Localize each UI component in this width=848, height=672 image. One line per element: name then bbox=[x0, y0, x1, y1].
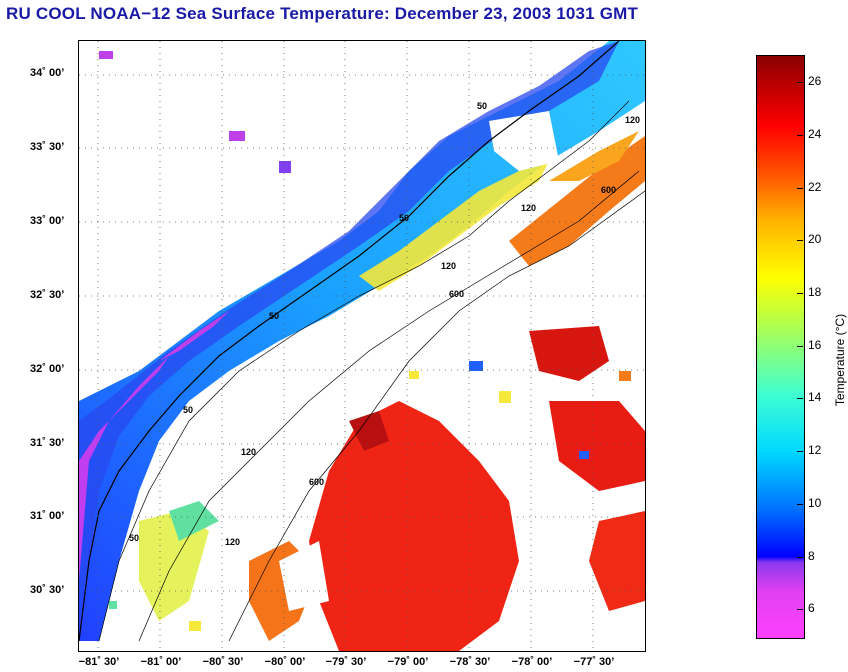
contour-600 bbox=[228, 190, 645, 642]
lon-label: −79˚ 30’ bbox=[325, 656, 367, 668]
lon-label: −78˚ 30’ bbox=[449, 656, 491, 668]
colorbar-tick: 8 bbox=[808, 549, 815, 563]
contour-label: 120 bbox=[625, 115, 640, 125]
colorbar-tickmark bbox=[797, 135, 803, 136]
contour-label: 600 bbox=[601, 185, 616, 195]
lon-label: −78˚ 00’ bbox=[511, 656, 553, 668]
colorbar bbox=[756, 55, 805, 639]
page-title: RU COOL NOAA−12 Sea Surface Temperature:… bbox=[6, 4, 639, 23]
lon-label: −80˚ 00’ bbox=[264, 656, 306, 668]
coastline bbox=[79, 41, 620, 642]
colorbar-tick: 20 bbox=[808, 232, 822, 246]
colorbar-tickmark bbox=[797, 240, 803, 241]
lon-label: −81˚ 00’ bbox=[140, 656, 182, 668]
lat-label: 31˚ 00’ bbox=[30, 510, 65, 522]
shelf-break-orange2 bbox=[549, 131, 639, 181]
sst-map-canvas: 50 50 50 50 50 120 120 120 120 120 600 6… bbox=[79, 41, 645, 651]
lat-label: 30˚ 30’ bbox=[30, 584, 65, 596]
colorbar-tickmark bbox=[797, 398, 803, 399]
contour-label: 600 bbox=[309, 477, 324, 487]
colorbar-tick: 12 bbox=[808, 443, 822, 457]
colorbar-tickmark bbox=[797, 504, 803, 505]
contour-label: 120 bbox=[441, 261, 456, 271]
mid-shelf-warm bbox=[359, 161, 549, 291]
lat-label: 31˚ 30’ bbox=[30, 437, 65, 449]
gulf-stream-core bbox=[309, 401, 519, 651]
lon-label: −80˚ 30’ bbox=[202, 656, 244, 668]
coastal-water bbox=[79, 41, 619, 601]
colorbar-tickmark bbox=[797, 451, 803, 452]
warm-eddy bbox=[529, 326, 609, 381]
colorbar-tick: 26 bbox=[808, 74, 822, 88]
cloud-gap bbox=[279, 541, 329, 611]
graticule bbox=[79, 41, 645, 651]
colorbar-tickmark bbox=[797, 609, 803, 610]
warm-eddy-4 bbox=[589, 511, 645, 611]
lat-label: 33˚ 00’ bbox=[30, 215, 65, 227]
colorbar-tickmark bbox=[797, 82, 803, 83]
warm-eddy-3 bbox=[349, 411, 389, 451]
colorbar-tickmark bbox=[797, 293, 803, 294]
colorbar-tick: 22 bbox=[808, 180, 822, 194]
colorbar-tick: 16 bbox=[808, 338, 822, 352]
sst-map: 50 50 50 50 50 120 120 120 120 120 600 6… bbox=[78, 40, 646, 652]
lat-label: 32˚ 00’ bbox=[30, 363, 65, 375]
mid-shelf-green bbox=[169, 501, 219, 541]
colorbar-tickmark bbox=[797, 346, 803, 347]
lat-label: 34˚ 00’ bbox=[30, 67, 65, 79]
colorbar-label: Temperature (°C) bbox=[833, 313, 847, 407]
colorbar-tick: 10 bbox=[808, 496, 822, 510]
cloud-gap bbox=[599, 201, 645, 301]
contour-label: 50 bbox=[269, 311, 279, 321]
contour-label: 600 bbox=[449, 289, 464, 299]
contour-label: 50 bbox=[183, 405, 193, 415]
lat-label: 32˚ 30’ bbox=[30, 289, 65, 301]
lon-label: −79˚ 00’ bbox=[387, 656, 429, 668]
colorbar-tickmark bbox=[797, 188, 803, 189]
cold-patch bbox=[159, 311, 229, 361]
contour-label: 50 bbox=[477, 101, 487, 111]
mid-shelf-warm-south bbox=[139, 511, 209, 621]
contour-label: 120 bbox=[521, 203, 536, 213]
contour-label: 120 bbox=[225, 537, 240, 547]
contour-label: 50 bbox=[129, 533, 139, 543]
colorbar-tick: 14 bbox=[808, 390, 822, 404]
contour-label: 50 bbox=[399, 213, 409, 223]
colorbar-tick: 6 bbox=[808, 601, 815, 615]
lon-label: −81˚ 30’ bbox=[78, 656, 120, 668]
colorbar-tick: 18 bbox=[808, 285, 822, 299]
contour-label: 120 bbox=[241, 447, 256, 457]
cloud-gap bbox=[419, 261, 539, 331]
sst-speckle bbox=[99, 51, 631, 631]
lat-label: 33˚ 30’ bbox=[30, 141, 65, 153]
warm-eddy-2 bbox=[549, 401, 645, 491]
cloud-gap bbox=[239, 351, 359, 461]
colorbar-tickmark bbox=[797, 557, 803, 558]
contour-50 bbox=[98, 100, 630, 642]
shelf-break-orange bbox=[509, 136, 645, 266]
colorbar-tick: 24 bbox=[808, 127, 822, 141]
cloud-gap bbox=[489, 111, 559, 171]
lon-label: −77˚ 30’ bbox=[573, 656, 615, 668]
contour-120 bbox=[138, 170, 640, 642]
cloud-gap bbox=[219, 451, 299, 511]
